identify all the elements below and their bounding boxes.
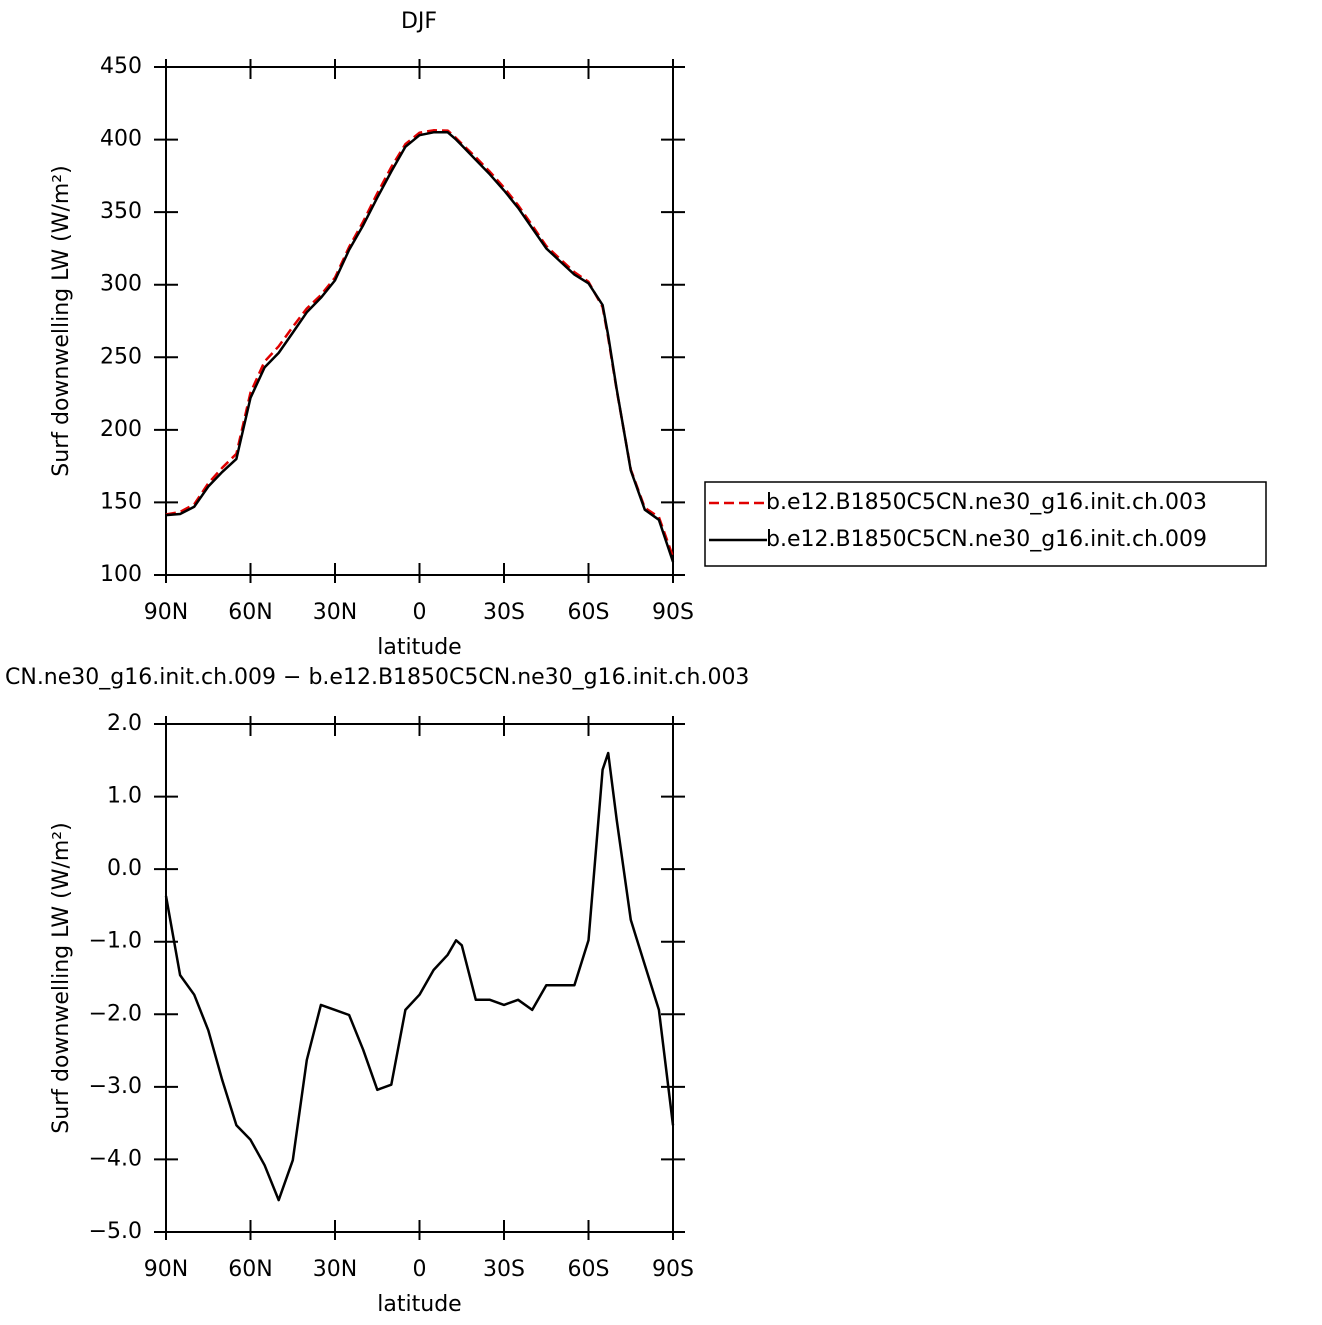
- y-tick-label: −5.0: [89, 1219, 142, 1244]
- x-tick-label: 30S: [483, 1257, 525, 1282]
- y-axis-label: Surf downwelling LW (W/m²): [49, 165, 74, 476]
- plot-frame: [165, 66, 674, 576]
- chart-title: CN.ne30_g16.init.ch.009 − b.e12.B1850C5C…: [5, 665, 749, 690]
- y-tick-label: 150: [100, 489, 142, 514]
- y-tick-label: −2.0: [89, 1001, 142, 1026]
- x-tick-label: 30N: [313, 1257, 357, 1282]
- y-axis-label: Surf downwelling LW (W/m²): [49, 822, 74, 1133]
- x-tick-label: 90S: [652, 600, 694, 625]
- y-tick-label: 1.0: [107, 784, 142, 809]
- legend-label: b.e12.B1850C5CN.ne30_g16.init.ch.009: [766, 527, 1207, 552]
- y-tick-label: 0.0: [107, 856, 142, 881]
- x-tick-label: 60N: [228, 1257, 272, 1282]
- y-tick-label: 250: [100, 344, 142, 369]
- x-tick-label: 90S: [652, 1257, 694, 1282]
- x-axis-label: latitude: [377, 635, 461, 660]
- data-line: [164, 751, 675, 1202]
- x-tick-label: 30S: [483, 600, 525, 625]
- plot-frame: [165, 723, 674, 1233]
- y-tick-label: 100: [100, 562, 142, 587]
- x-tick-label: 0: [413, 600, 427, 625]
- y-tick-label: 2.0: [107, 711, 142, 736]
- legend-label: b.e12.B1850C5CN.ne30_g16.init.ch.003: [766, 490, 1207, 515]
- x-tick-label: 60S: [568, 1257, 610, 1282]
- y-tick-label: 300: [100, 272, 142, 297]
- x-axis-label: latitude: [377, 1292, 461, 1317]
- chart-title: DJF: [401, 9, 437, 34]
- x-tick-label: 90N: [144, 600, 188, 625]
- y-tick-label: 350: [100, 199, 142, 224]
- y-tick-label: 200: [100, 417, 142, 442]
- y-tick-label: −1.0: [89, 929, 142, 954]
- x-tick-label: 90N: [144, 1257, 188, 1282]
- x-tick-label: 0: [413, 1257, 427, 1282]
- data-line: [165, 131, 675, 563]
- x-tick-label: 60S: [568, 600, 610, 625]
- legend-box: [704, 481, 1267, 567]
- y-tick-label: −4.0: [89, 1146, 142, 1171]
- y-tick-label: 400: [100, 127, 142, 152]
- y-tick-label: 450: [100, 54, 142, 79]
- x-tick-label: 30N: [313, 600, 357, 625]
- data-line: [165, 129, 675, 558]
- x-tick-label: 60N: [228, 600, 272, 625]
- y-tick-label: −3.0: [89, 1074, 142, 1099]
